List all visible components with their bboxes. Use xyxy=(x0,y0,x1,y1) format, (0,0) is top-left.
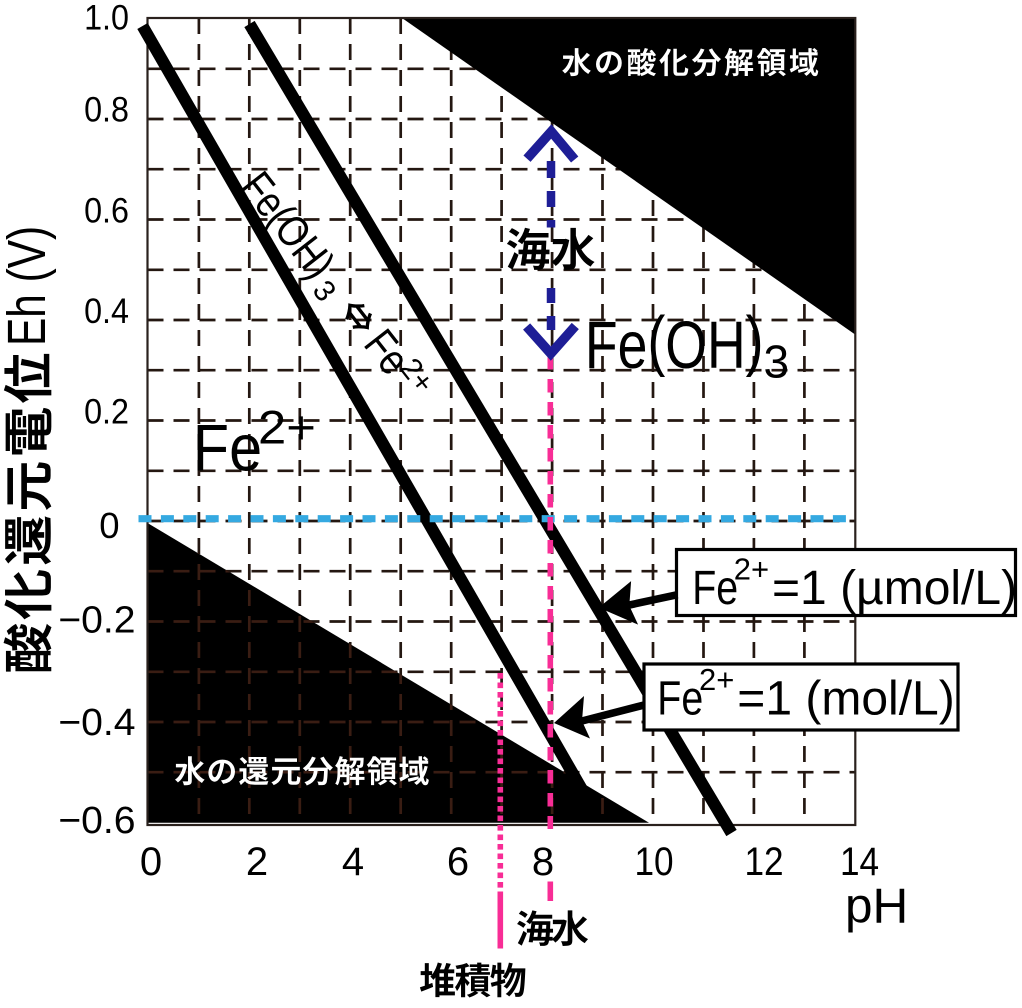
svg-text:=1 (µmol/L): =1 (µmol/L) xyxy=(772,562,1017,615)
svg-text:14: 14 xyxy=(840,839,879,884)
svg-text:8: 8 xyxy=(532,840,554,884)
svg-text:−0.4: −0.4 xyxy=(58,701,135,743)
svg-text:0: 0 xyxy=(99,505,119,546)
svg-text:6: 6 xyxy=(447,840,469,884)
svg-text:Fe: Fe xyxy=(657,672,703,726)
svg-text:3: 3 xyxy=(764,336,790,388)
svg-text:−0.2: −0.2 xyxy=(58,599,135,641)
svg-text:0.2: 0.2 xyxy=(84,392,129,432)
svg-text:pH: pH xyxy=(845,879,908,934)
svg-text:0.6: 0.6 xyxy=(84,191,129,231)
svg-text:10: 10 xyxy=(634,839,673,884)
svg-text:−0.6: −0.6 xyxy=(58,800,135,842)
svg-text:Fe: Fe xyxy=(692,561,738,615)
svg-text:2: 2 xyxy=(246,840,268,884)
svg-text:4: 4 xyxy=(342,840,364,884)
svg-text:0.4: 0.4 xyxy=(84,291,129,331)
svg-text:2+: 2+ xyxy=(258,402,316,454)
svg-text:1.0: 1.0 xyxy=(84,0,129,38)
svg-text:=1 (mol/L): =1 (mol/L) xyxy=(737,673,954,726)
svg-text:Fe: Fe xyxy=(193,411,262,485)
svg-text:2+: 2+ xyxy=(699,662,734,697)
svg-text:12: 12 xyxy=(744,839,783,884)
svg-text:0: 0 xyxy=(140,840,162,884)
svg-text:2+: 2+ xyxy=(734,552,769,587)
svg-text:Eh (V): Eh (V) xyxy=(0,226,57,346)
svg-text:Fe(OH): Fe(OH) xyxy=(585,302,764,382)
svg-text:0.8: 0.8 xyxy=(84,90,129,130)
